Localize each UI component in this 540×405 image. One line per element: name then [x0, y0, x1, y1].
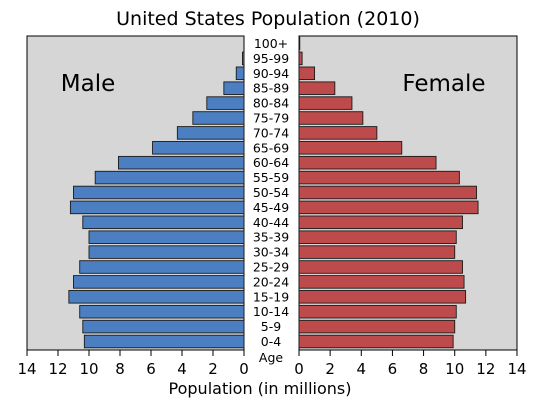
female-bar-15-19 [298, 290, 467, 304]
age-label-70-74: 70-74 [253, 125, 289, 140]
age-label-55-59: 55-59 [253, 170, 289, 185]
age-label-30-34: 30-34 [253, 245, 289, 260]
female-bar-80-84 [298, 96, 353, 110]
male-tick-label-8: 8 [115, 360, 125, 378]
female-bar-10-14 [298, 304, 457, 319]
age-label-40-44: 40-44 [253, 215, 289, 230]
female-bar-0-4 [298, 334, 454, 349]
female-tick-label-0: 0 [294, 360, 304, 378]
male-tick-label-6: 6 [146, 360, 156, 378]
male-tick-label-2: 2 [208, 360, 218, 378]
age-label-90-94: 90-94 [253, 66, 289, 81]
female-tick-label-8: 8 [419, 360, 429, 378]
male-tick-label-0: 0 [239, 360, 249, 378]
male-bar-40-44 [82, 215, 245, 230]
male-bar-90-94 [235, 66, 245, 81]
male-bar-80-84 [206, 96, 245, 110]
male-bar-10-14 [79, 304, 245, 319]
age-label-50-54: 50-54 [253, 185, 289, 200]
male-bar-5-9 [82, 319, 245, 334]
age-label-80-84: 80-84 [253, 96, 289, 111]
age-label-5-9: 5-9 [261, 319, 281, 334]
age-labels: 0-45-910-1415-1920-2425-2930-3435-3940-4… [253, 36, 289, 349]
female-tick-label-14: 14 [507, 360, 526, 378]
female-bar-55-59 [298, 170, 460, 185]
female-tick-label-4: 4 [357, 360, 367, 378]
female-bar-100+ [298, 36, 301, 51]
male-bar-65-69 [152, 141, 245, 155]
female-bar-35-39 [298, 230, 457, 244]
male-bar-25-29 [79, 260, 245, 274]
female-bar-45-49 [298, 200, 479, 215]
male-bar-20-24 [73, 275, 245, 289]
age-label-85-89: 85-89 [253, 81, 289, 96]
male-series-label: Male [61, 71, 115, 97]
male-bar-45-49 [69, 200, 245, 215]
male-bar-30-34 [88, 245, 245, 259]
age-label-65-69: 65-69 [253, 140, 289, 155]
female-bar-85-89 [298, 81, 336, 95]
age-label-75-79: 75-79 [253, 111, 289, 126]
male-bars [68, 51, 245, 349]
female-bar-75-79 [298, 111, 364, 125]
female-bar-30-34 [298, 245, 456, 259]
female-bar-50-54 [298, 185, 477, 200]
female-bars [298, 36, 479, 349]
female-bar-20-24 [298, 275, 465, 289]
male-tick-label-14: 14 [17, 360, 36, 378]
male-tick-label-10: 10 [79, 360, 98, 378]
age-label-45-49: 45-49 [253, 200, 289, 215]
male-bar-60-64 [117, 155, 245, 170]
male-bar-35-39 [88, 230, 245, 244]
female-tick-label-12: 12 [476, 360, 495, 378]
female-tick-label-2: 2 [325, 360, 335, 378]
female-tick-label-10: 10 [445, 360, 464, 378]
female-bar-60-64 [298, 155, 437, 170]
male-bar-0-4 [83, 334, 245, 349]
female-series-label: Female [402, 71, 485, 97]
male-tick-label-12: 12 [48, 360, 67, 378]
male-bar-15-19 [68, 290, 245, 304]
chart-title: United States Population (2010) [116, 8, 420, 30]
female-tick-label-6: 6 [388, 360, 398, 378]
male-tick-label-4: 4 [177, 360, 187, 378]
male-bar-75-79 [192, 111, 245, 125]
male-bar-55-59 [94, 170, 245, 185]
x-axis-title: Population (in millions) [169, 379, 352, 398]
age-label-10-14: 10-14 [253, 304, 289, 319]
female-bar-25-29 [298, 260, 463, 274]
male-x-ticks: 0 2 4 6 8 10 12 14 [17, 350, 249, 378]
age-label-95-99: 95-99 [253, 51, 289, 66]
male-bar-70-74 [176, 126, 245, 140]
age-label-25-29: 25-29 [253, 260, 289, 275]
age-label-20-24: 20-24 [253, 274, 289, 289]
female-bar-70-74 [298, 126, 378, 140]
male-bar-50-54 [73, 185, 245, 200]
age-label-0-4: 0-4 [261, 334, 281, 349]
female-bar-40-44 [298, 215, 463, 230]
female-x-ticks: 0 2 4 6 8 10 12 14 [294, 350, 527, 378]
male-bar-95-99 [241, 51, 245, 66]
age-label-60-64: 60-64 [253, 155, 289, 170]
female-bar-65-69 [298, 141, 403, 155]
age-label-100+: 100+ [254, 36, 288, 51]
male-bar-85-89 [223, 81, 245, 95]
age-label-15-19: 15-19 [253, 289, 289, 304]
age-axis-label: Age [259, 350, 283, 365]
female-bar-5-9 [298, 319, 456, 334]
age-label-35-39: 35-39 [253, 230, 289, 245]
female-bar-90-94 [298, 66, 316, 81]
female-bar-95-99 [298, 51, 303, 66]
